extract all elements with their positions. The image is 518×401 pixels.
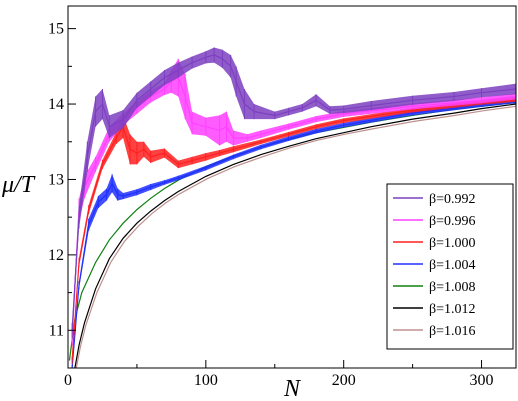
series-4	[71, 98, 516, 368]
series-1	[71, 47, 516, 338]
y-tick-label: 15	[48, 21, 64, 38]
y-tick-label: 14	[48, 96, 64, 113]
y-tick-label: 12	[48, 247, 64, 264]
series-6	[74, 103, 516, 368]
legend-label: β=1.004	[429, 258, 476, 273]
legend-label: β=0.992	[429, 192, 476, 207]
series-7	[75, 105, 516, 368]
legend-box	[386, 183, 514, 350]
y-tick-label: 11	[49, 322, 64, 339]
series-line	[71, 98, 516, 361]
legend-label: β=0.996	[429, 214, 476, 229]
series-error-band	[72, 97, 516, 365]
legend-label: β=1.000	[429, 236, 476, 251]
plot-frame	[67, 5, 517, 369]
x-tick-label: 200	[332, 372, 356, 389]
series-line	[74, 103, 516, 368]
x-axis-label: N	[283, 376, 302, 401]
y-tick-label: 13	[48, 171, 64, 188]
y-axis-label: μ/T	[1, 172, 36, 198]
series-line	[75, 105, 516, 368]
legend: β=0.992 β=0.996 β=1.000 β=1.004 β=1.008 β=1.0…	[386, 183, 514, 350]
legend-label: β=1.016	[429, 324, 476, 339]
legend-label: β=1.012	[429, 302, 476, 317]
x-tick-label: 300	[470, 372, 494, 389]
x-tick-label: 100	[194, 372, 218, 389]
series-3	[71, 97, 516, 365]
legend-label: β=1.008	[429, 280, 476, 295]
x-tick-label: 0	[64, 372, 72, 389]
series-line	[71, 100, 516, 368]
series-line	[71, 54, 516, 331]
